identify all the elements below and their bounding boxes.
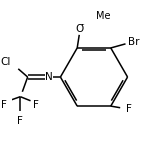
Text: Me: Me: [96, 11, 110, 21]
Text: F: F: [17, 116, 23, 126]
Text: F: F: [33, 100, 38, 110]
Text: F: F: [1, 100, 7, 110]
Text: O: O: [75, 24, 83, 34]
Text: F: F: [126, 104, 132, 114]
Text: N: N: [45, 72, 53, 82]
Text: Br: Br: [128, 37, 140, 47]
Text: Cl: Cl: [0, 57, 11, 67]
